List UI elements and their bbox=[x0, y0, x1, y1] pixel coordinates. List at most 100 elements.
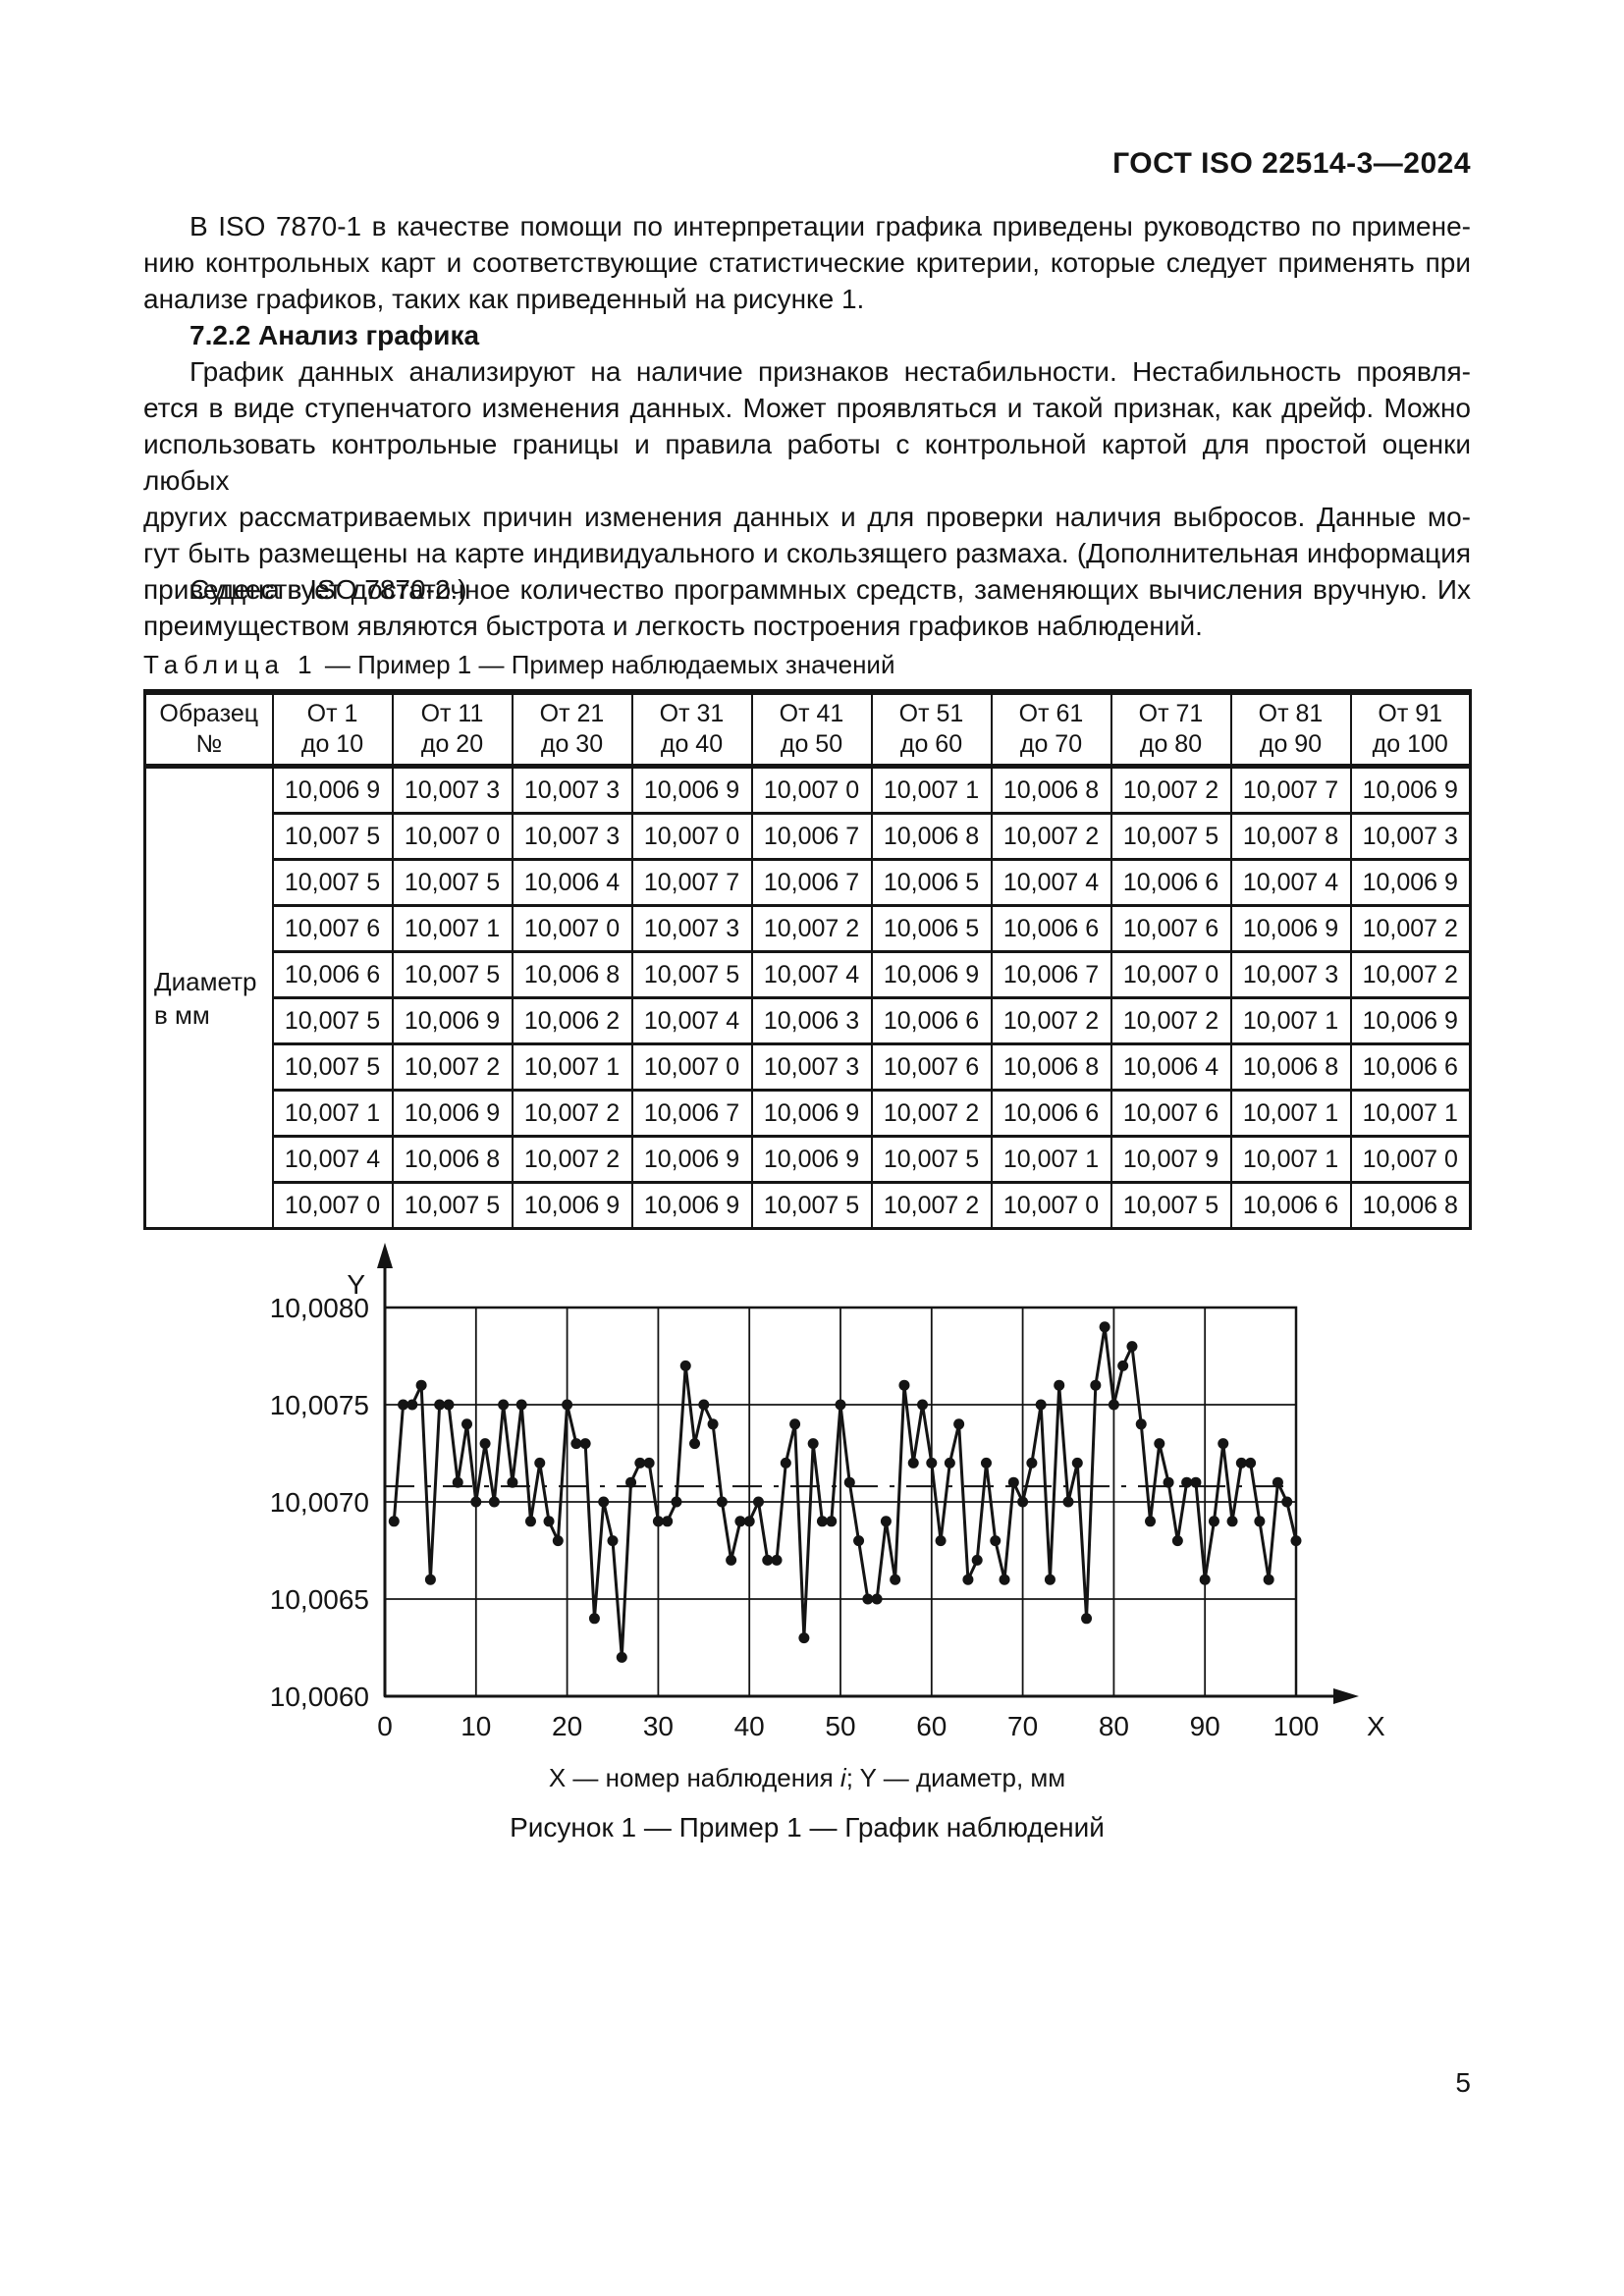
data-point bbox=[880, 1516, 892, 1527]
data-point bbox=[917, 1399, 929, 1411]
table-cell: 10,007 1 bbox=[1229, 1089, 1352, 1138]
text-line: анализе графиков, таких как приведенный … bbox=[143, 284, 865, 314]
table-row: 10,007 5 10,006 9 10,006 2 10,007 4 10,006 3… bbox=[145, 996, 1472, 1045]
text-line: нию контрольных карт и соответствующие с… bbox=[143, 247, 1471, 278]
table-cell: 10,006 9 bbox=[391, 996, 514, 1045]
data-point bbox=[1235, 1457, 1247, 1468]
data-point bbox=[543, 1516, 555, 1527]
table-cell: 10,007 6 bbox=[870, 1042, 993, 1092]
data-point bbox=[625, 1476, 637, 1488]
data-point bbox=[434, 1399, 446, 1411]
column-header-range: От 41 до 50 bbox=[750, 691, 873, 769]
data-point bbox=[1099, 1321, 1110, 1333]
data-point bbox=[935, 1535, 947, 1547]
data-point bbox=[570, 1438, 582, 1450]
data-point bbox=[524, 1516, 536, 1527]
table-cell: 10,007 1 bbox=[271, 1089, 394, 1138]
table-caption-title: Пример 1 — Пример наблюдаемых значений bbox=[357, 650, 895, 679]
data-point bbox=[1181, 1476, 1193, 1488]
data-point bbox=[907, 1457, 919, 1468]
table-header-row: Образец № От 1 до 10 От 11 до 20 От 21 до 30 От … bbox=[143, 691, 1472, 769]
table-cell: 10,007 0 bbox=[750, 765, 873, 815]
data-point bbox=[1145, 1516, 1157, 1527]
table-cell: 10,006 9 bbox=[271, 765, 394, 815]
table-cell: 10,007 4 bbox=[630, 996, 753, 1045]
data-point bbox=[980, 1457, 992, 1468]
data-point bbox=[926, 1457, 938, 1468]
x-axis-arrow bbox=[1333, 1688, 1359, 1704]
text-line: Существует достаточное количество програ… bbox=[189, 574, 1471, 605]
table-cell: 10,007 4 bbox=[271, 1135, 394, 1184]
table-cell: 10,007 0 bbox=[271, 1181, 394, 1230]
data-point bbox=[1081, 1613, 1093, 1625]
data-point bbox=[953, 1418, 965, 1430]
data-point bbox=[562, 1399, 573, 1411]
paragraph-software: Существует достаточное количество програ… bbox=[143, 571, 1471, 644]
table-cell: 10,007 5 bbox=[870, 1135, 993, 1184]
data-point bbox=[406, 1399, 418, 1411]
data-point bbox=[1171, 1535, 1183, 1547]
table-cell: 10,006 8 bbox=[1349, 1181, 1472, 1230]
data-point bbox=[1126, 1341, 1138, 1353]
page-number: 5 bbox=[1455, 2067, 1471, 2098]
table-cell: 10,007 5 bbox=[630, 950, 753, 999]
data-point bbox=[598, 1496, 610, 1508]
table-row: 10,007 5 10,007 0 10,007 3 10,007 0 10,006 7… bbox=[145, 812, 1472, 861]
column-header-range: От 61 до 70 bbox=[990, 691, 1112, 769]
x-tick-label: 50 bbox=[825, 1711, 855, 1741]
data-point bbox=[898, 1379, 910, 1391]
table-cell: 10,007 6 bbox=[271, 904, 394, 953]
table-cell: 10,006 6 bbox=[271, 950, 394, 999]
table-row: 10,006 6 10,007 5 10,006 8 10,007 5 10,007 4… bbox=[145, 950, 1472, 999]
data-point bbox=[1290, 1535, 1302, 1547]
data-point bbox=[871, 1593, 883, 1605]
x-tick-label: 40 bbox=[734, 1711, 765, 1741]
table-cell: 10,007 2 bbox=[511, 1089, 633, 1138]
table-cell: 10,007 6 bbox=[1110, 904, 1232, 953]
table-cell: 10,006 6 bbox=[1229, 1181, 1352, 1230]
table-cell: 10,006 9 bbox=[630, 1135, 753, 1184]
x-tick-label: 80 bbox=[1099, 1711, 1129, 1741]
table-cell: 10,007 0 bbox=[630, 1042, 753, 1092]
table-cell: 10,007 1 bbox=[391, 904, 514, 953]
data-point bbox=[616, 1651, 627, 1663]
data-point bbox=[588, 1613, 600, 1625]
table-cell: 10,007 7 bbox=[630, 858, 753, 907]
text-line: преимуществом являются быстрота и легкос… bbox=[143, 611, 1203, 641]
table-cell: 10,007 2 bbox=[990, 996, 1112, 1045]
data-point bbox=[443, 1399, 455, 1411]
table-cell: 10,007 1 bbox=[870, 765, 993, 815]
text-line: График данных анализируют на наличие при… bbox=[189, 356, 1471, 387]
data-point bbox=[807, 1438, 819, 1450]
table-cell: 10,007 5 bbox=[271, 858, 394, 907]
data-point bbox=[671, 1496, 682, 1508]
paragraph-analysis: График данных анализируют на наличие при… bbox=[143, 353, 1471, 608]
data-point bbox=[789, 1418, 801, 1430]
figure-axis-note: X — номер наблюдения i; Y — диаметр, мм bbox=[548, 1763, 1066, 1792]
x-tick-label: 60 bbox=[916, 1711, 947, 1741]
data-point bbox=[816, 1516, 828, 1527]
data-point bbox=[607, 1535, 619, 1547]
table-cell: 10,007 2 bbox=[750, 904, 873, 953]
table-cell: 10,007 5 bbox=[1110, 812, 1232, 861]
text-line: В ISO 7870-1 в качестве помощи по интерп… bbox=[189, 211, 1471, 241]
column-header-range: От 71 до 80 bbox=[1110, 691, 1232, 769]
x-tick-label: 10 bbox=[460, 1711, 491, 1741]
data-point bbox=[890, 1574, 901, 1585]
table-cell: 10,007 3 bbox=[511, 812, 633, 861]
table-row: Диаметр в мм 10,006 9 10,007 3 10,007 3 10,00… bbox=[143, 765, 1472, 1230]
paragraph-intro: В ISO 7870-1 в качестве помощи по интерп… bbox=[143, 208, 1471, 317]
data-point bbox=[643, 1457, 655, 1468]
table-cell: 10,007 4 bbox=[990, 858, 1112, 907]
data-point bbox=[424, 1574, 436, 1585]
data-point bbox=[498, 1399, 510, 1411]
table-cell: 10,007 5 bbox=[391, 858, 514, 907]
data-point bbox=[1218, 1438, 1229, 1450]
data-point bbox=[734, 1516, 746, 1527]
y-tick-label: 10,0060 bbox=[270, 1682, 369, 1712]
table-cell: 10,007 2 bbox=[1110, 996, 1232, 1045]
table-cell: 10,007 0 bbox=[630, 812, 753, 861]
table-cell: 10,006 7 bbox=[990, 950, 1112, 999]
table-row: 10,007 1 10,006 9 10,007 2 10,006 7 10,006 9… bbox=[145, 1089, 1472, 1138]
table-cell: 10,007 0 bbox=[511, 904, 633, 953]
